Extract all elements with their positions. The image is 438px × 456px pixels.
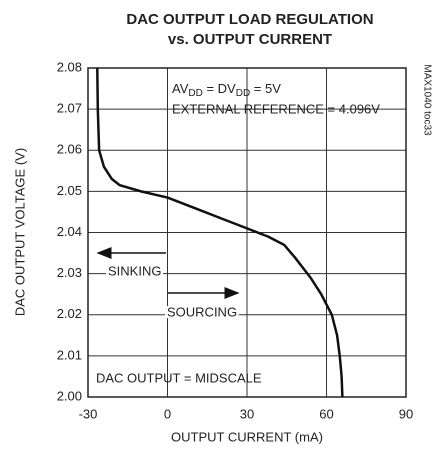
y-tick-label: 2.08 <box>57 59 82 74</box>
reference-note: EXTERNAL REFERENCE = 4.096V <box>172 101 380 116</box>
supply-note-part: AV <box>172 81 189 96</box>
data-line <box>96 67 344 398</box>
y-tick-label: 2.02 <box>57 306 82 321</box>
supply-note: AVDD = DVDD = 5V <box>172 81 281 98</box>
y-tick-label: 2.05 <box>57 183 82 198</box>
x-tick-label: 0 <box>164 406 171 421</box>
sourcing-label: SOURCING <box>167 304 237 319</box>
x-tick-label: -30 <box>79 406 98 421</box>
sinking-label: SINKING <box>108 263 161 278</box>
y-tick-label: 2.01 <box>57 347 82 362</box>
y-tick-label: 2.04 <box>57 224 82 239</box>
x-tick-label: 60 <box>319 406 333 421</box>
chart-title: vs. OUTPUT CURRENT <box>168 31 332 48</box>
x-tick-label: 90 <box>399 406 413 421</box>
midscale-note: DAC OUTPUT = MIDSCALE <box>96 370 262 385</box>
x-axis-label: OUTPUT CURRENT (mA) <box>171 429 323 444</box>
chart-title: DAC OUTPUT LOAD REGULATION <box>126 11 373 28</box>
y-axis-label: DAC OUTPUT VOLTAGE (V) <box>12 148 27 316</box>
supply-note-part: = 5V <box>250 81 281 96</box>
plot-frame <box>87 67 407 398</box>
supply-note-part: = DV <box>203 81 236 96</box>
supply-note-part: DD <box>188 88 202 99</box>
figure-id: MAX1040 toc33 <box>421 64 432 136</box>
x-tick-label: 30 <box>240 406 254 421</box>
supply-note-part: DD <box>236 88 250 99</box>
y-tick-label: 2.00 <box>57 388 82 403</box>
y-tick-label: 2.07 <box>57 101 82 116</box>
y-tick-label: 2.06 <box>57 142 82 157</box>
y-tick-label: 2.03 <box>57 265 82 280</box>
